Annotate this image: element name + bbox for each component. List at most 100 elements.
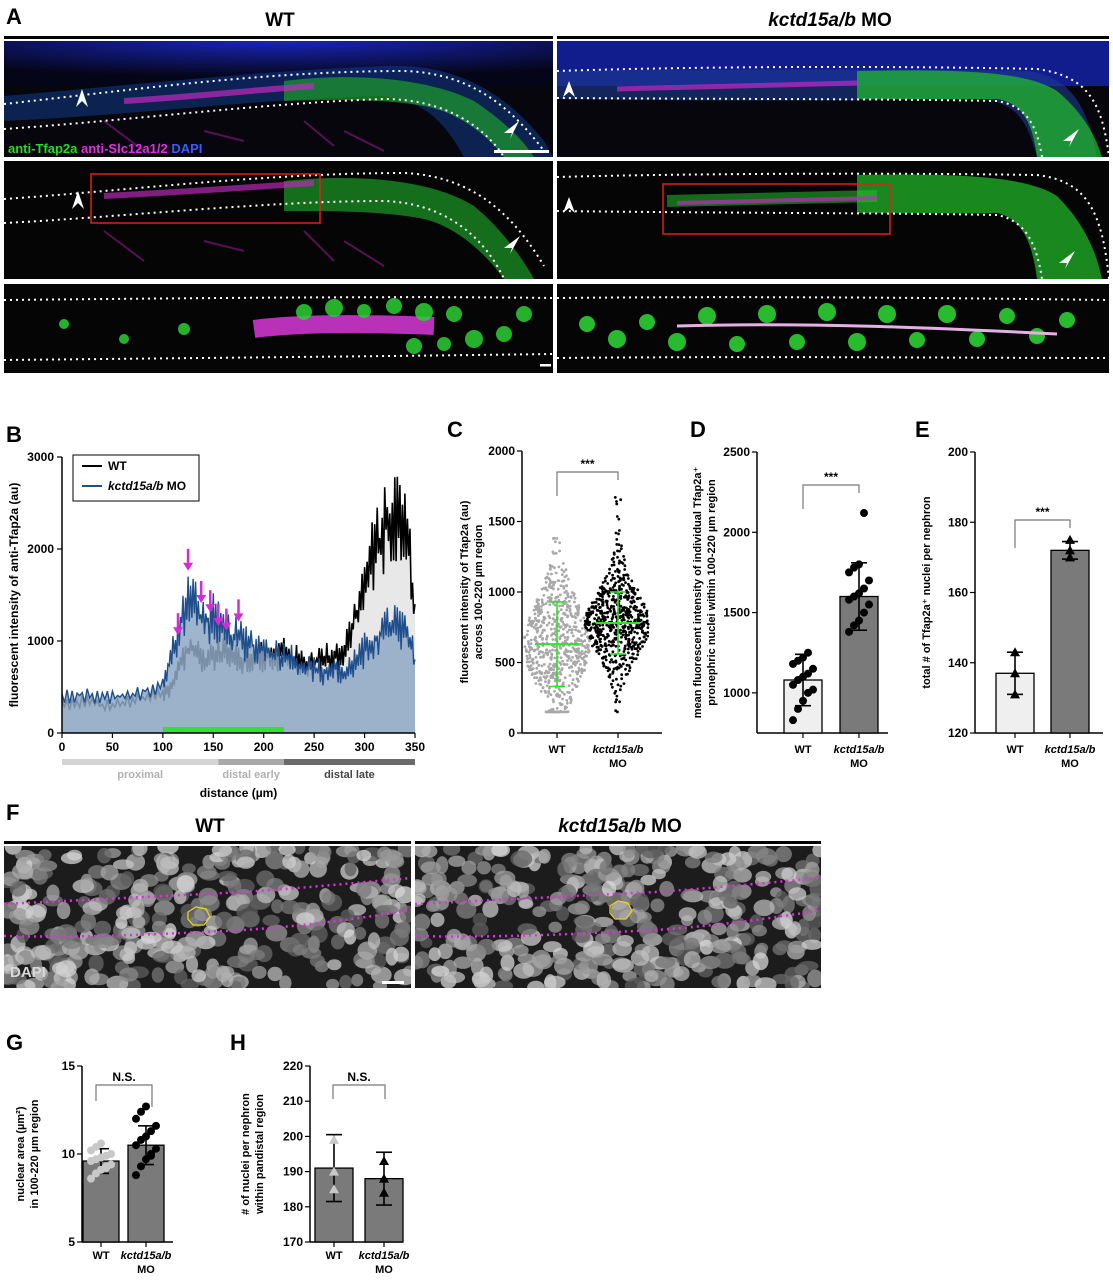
data-point	[547, 679, 551, 682]
data-point	[627, 577, 630, 580]
data-point	[576, 611, 580, 615]
panel-c-letter: C	[447, 417, 463, 442]
data-point	[538, 610, 542, 613]
data-point	[565, 710, 569, 714]
data-point	[1065, 552, 1075, 562]
data-point	[643, 640, 646, 644]
data-point	[87, 1174, 95, 1183]
data-point	[561, 562, 565, 565]
data-point	[577, 656, 580, 659]
data-point	[804, 669, 812, 678]
panel-c-chart: 0 500 1000 1500 2000 WT kctd15a/b MO fluorescent…	[459, 444, 662, 770]
data-point	[555, 710, 559, 714]
data-point	[546, 611, 550, 614]
data-point	[572, 647, 576, 651]
data-point	[573, 615, 576, 618]
data-point	[550, 572, 553, 576]
data-point	[566, 592, 570, 595]
data-point	[535, 600, 539, 604]
data-point	[618, 529, 621, 532]
y-axis-label: nuclear area (µm²)	[15, 1106, 27, 1201]
data-point	[613, 584, 616, 587]
data-point	[623, 564, 627, 568]
data-point	[799, 696, 807, 705]
data-point	[560, 579, 564, 583]
data-point	[601, 581, 605, 584]
data-point	[584, 625, 587, 629]
data-point	[549, 693, 553, 697]
data-point	[611, 639, 615, 643]
data-point	[594, 600, 598, 604]
x-tick-label: 200	[254, 740, 274, 754]
data-point	[629, 600, 633, 604]
data-point	[567, 684, 571, 688]
data-point	[614, 644, 618, 648]
data-point	[558, 593, 562, 597]
data-point	[629, 605, 632, 609]
data-point	[545, 623, 549, 627]
data-point	[577, 608, 580, 611]
data-point	[610, 588, 613, 592]
panel-a-wt-merge-image: anti-Tfap2a anti-Slc12a1/2 DAPI	[4, 41, 553, 157]
data-point	[564, 624, 568, 628]
data-point	[523, 645, 527, 649]
data-point	[606, 606, 610, 610]
data-point	[619, 664, 623, 668]
arrow-head	[205, 604, 216, 613]
data-point	[615, 694, 619, 698]
data-point	[567, 599, 571, 603]
data-point	[625, 606, 628, 610]
data-point	[560, 690, 564, 694]
data-point	[540, 664, 544, 668]
data-point	[562, 710, 566, 714]
data-point	[578, 639, 582, 643]
data-point	[616, 575, 620, 578]
data-point	[536, 647, 539, 651]
segment-label: distal early	[222, 769, 280, 781]
data-point	[539, 634, 543, 637]
data-point	[547, 692, 551, 695]
data-point	[555, 537, 559, 540]
data-point	[610, 682, 613, 686]
data-point	[605, 599, 609, 603]
data-point	[577, 666, 581, 670]
data-point	[544, 710, 548, 714]
data-point	[587, 614, 590, 618]
data-point	[645, 609, 649, 613]
region-bar	[162, 727, 284, 732]
data-point	[617, 517, 621, 521]
data-point	[564, 648, 568, 651]
data-point	[642, 620, 646, 624]
data-point	[599, 628, 602, 632]
data-point	[619, 498, 623, 502]
data-point	[549, 627, 553, 631]
data-point	[555, 707, 559, 710]
data-point	[641, 613, 645, 616]
panel-g-chart: 5 10 15 WT kctd15a/b MO nuclear area (µm²) in 1…	[15, 1059, 173, 1276]
data-point	[571, 688, 574, 691]
data-point	[594, 629, 598, 633]
data-point	[619, 684, 623, 688]
significance-label: N.S.	[112, 1070, 135, 1084]
data-point	[379, 1173, 389, 1183]
y-tick-label: 5	[68, 1235, 75, 1249]
data-point	[528, 656, 532, 660]
data-point	[593, 622, 596, 626]
data-point	[548, 596, 552, 599]
data-point	[640, 630, 644, 634]
y-tick-label: 3000	[27, 450, 54, 464]
data-point	[809, 664, 817, 673]
data-point	[599, 637, 602, 641]
data-point	[619, 614, 623, 618]
data-point	[850, 621, 858, 630]
data-point	[564, 568, 568, 572]
data-point	[620, 635, 623, 639]
data-point	[637, 615, 640, 619]
data-point	[572, 625, 576, 628]
data-point	[552, 613, 556, 616]
data-point	[566, 659, 569, 662]
y-tick-label: 210	[283, 1094, 303, 1108]
data-point	[630, 660, 634, 664]
data-point	[536, 644, 540, 648]
data-point	[621, 633, 625, 637]
